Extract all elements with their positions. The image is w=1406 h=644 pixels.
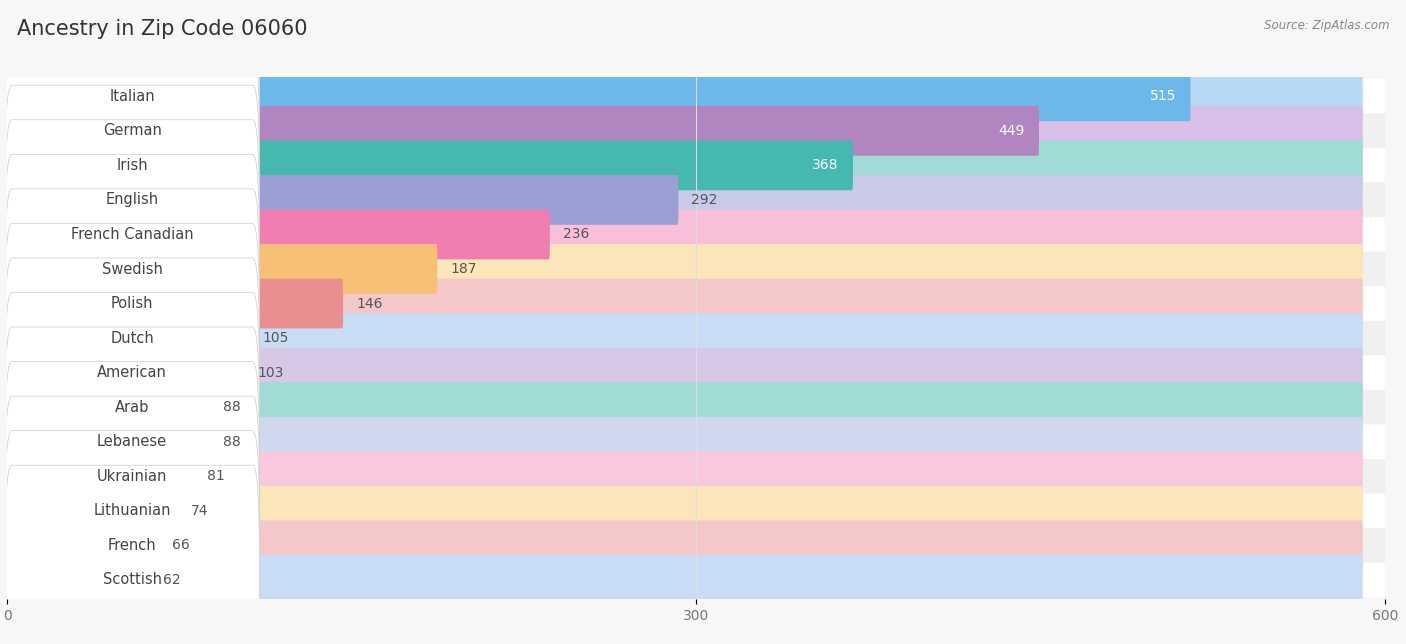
Text: French Canadian: French Canadian xyxy=(70,227,194,242)
Text: Ancestry in Zip Code 06060: Ancestry in Zip Code 06060 xyxy=(17,19,308,39)
Text: 81: 81 xyxy=(207,469,225,483)
FancyBboxPatch shape xyxy=(6,140,1362,190)
FancyBboxPatch shape xyxy=(4,361,260,591)
Text: Italian: Italian xyxy=(110,89,155,104)
Text: 449: 449 xyxy=(998,124,1025,138)
Text: 62: 62 xyxy=(163,573,181,587)
FancyBboxPatch shape xyxy=(4,51,260,280)
FancyBboxPatch shape xyxy=(6,71,1191,121)
FancyBboxPatch shape xyxy=(6,555,150,605)
Text: 103: 103 xyxy=(257,366,284,380)
FancyBboxPatch shape xyxy=(6,209,550,260)
FancyBboxPatch shape xyxy=(7,148,1385,183)
FancyBboxPatch shape xyxy=(7,287,1385,321)
FancyBboxPatch shape xyxy=(6,486,1362,536)
FancyBboxPatch shape xyxy=(4,396,260,625)
FancyBboxPatch shape xyxy=(4,223,260,453)
FancyBboxPatch shape xyxy=(6,348,245,397)
FancyBboxPatch shape xyxy=(4,258,260,488)
Text: Ukrainian: Ukrainian xyxy=(97,469,167,484)
FancyBboxPatch shape xyxy=(4,189,260,418)
FancyBboxPatch shape xyxy=(6,313,1362,363)
FancyBboxPatch shape xyxy=(7,459,1385,493)
FancyBboxPatch shape xyxy=(7,493,1385,528)
Text: American: American xyxy=(97,365,167,380)
FancyBboxPatch shape xyxy=(7,113,1385,148)
FancyBboxPatch shape xyxy=(6,520,1362,570)
Text: English: English xyxy=(105,193,159,207)
FancyBboxPatch shape xyxy=(6,348,1362,397)
FancyBboxPatch shape xyxy=(4,292,260,522)
Text: 74: 74 xyxy=(191,504,208,518)
Text: 236: 236 xyxy=(562,227,589,242)
FancyBboxPatch shape xyxy=(7,390,1385,424)
FancyBboxPatch shape xyxy=(4,155,260,384)
Text: Dutch: Dutch xyxy=(110,330,155,346)
Text: Arab: Arab xyxy=(115,400,149,415)
FancyBboxPatch shape xyxy=(7,355,1385,390)
FancyBboxPatch shape xyxy=(6,279,1362,328)
Text: 368: 368 xyxy=(811,158,838,173)
Text: German: German xyxy=(103,123,162,138)
Text: Irish: Irish xyxy=(117,158,148,173)
FancyBboxPatch shape xyxy=(7,217,1385,252)
FancyBboxPatch shape xyxy=(6,417,209,467)
Text: 88: 88 xyxy=(224,400,240,414)
FancyBboxPatch shape xyxy=(6,71,1362,121)
FancyBboxPatch shape xyxy=(6,417,1362,467)
FancyBboxPatch shape xyxy=(6,175,1362,225)
Text: Lithuanian: Lithuanian xyxy=(93,504,172,518)
FancyBboxPatch shape xyxy=(6,313,249,363)
FancyBboxPatch shape xyxy=(4,0,260,211)
Text: 515: 515 xyxy=(1150,90,1175,103)
Text: 66: 66 xyxy=(173,538,190,553)
Text: Lebanese: Lebanese xyxy=(97,434,167,450)
Text: 146: 146 xyxy=(356,296,382,310)
Text: 187: 187 xyxy=(450,262,477,276)
Text: 88: 88 xyxy=(224,435,240,449)
FancyBboxPatch shape xyxy=(6,244,437,294)
FancyBboxPatch shape xyxy=(4,16,260,245)
FancyBboxPatch shape xyxy=(7,424,1385,459)
Text: French: French xyxy=(108,538,156,553)
FancyBboxPatch shape xyxy=(6,383,209,432)
Text: Polish: Polish xyxy=(111,296,153,311)
FancyBboxPatch shape xyxy=(7,183,1385,217)
FancyBboxPatch shape xyxy=(7,321,1385,355)
FancyBboxPatch shape xyxy=(6,520,159,570)
FancyBboxPatch shape xyxy=(6,451,194,501)
FancyBboxPatch shape xyxy=(4,431,260,644)
FancyBboxPatch shape xyxy=(6,106,1039,156)
FancyBboxPatch shape xyxy=(6,383,1362,432)
FancyBboxPatch shape xyxy=(6,279,343,328)
FancyBboxPatch shape xyxy=(6,555,1362,605)
FancyBboxPatch shape xyxy=(4,327,260,556)
FancyBboxPatch shape xyxy=(6,486,177,536)
FancyBboxPatch shape xyxy=(7,528,1385,563)
FancyBboxPatch shape xyxy=(6,209,1362,260)
FancyBboxPatch shape xyxy=(4,85,260,315)
FancyBboxPatch shape xyxy=(6,140,853,190)
FancyBboxPatch shape xyxy=(6,451,1362,501)
FancyBboxPatch shape xyxy=(6,106,1362,156)
FancyBboxPatch shape xyxy=(7,252,1385,287)
Text: 105: 105 xyxy=(262,331,288,345)
FancyBboxPatch shape xyxy=(4,465,260,644)
Text: 292: 292 xyxy=(692,193,717,207)
Text: Swedish: Swedish xyxy=(101,261,163,276)
FancyBboxPatch shape xyxy=(6,175,679,225)
FancyBboxPatch shape xyxy=(7,563,1385,597)
FancyBboxPatch shape xyxy=(4,120,260,349)
FancyBboxPatch shape xyxy=(6,244,1362,294)
Text: Scottish: Scottish xyxy=(103,573,162,587)
Text: Source: ZipAtlas.com: Source: ZipAtlas.com xyxy=(1264,19,1389,32)
FancyBboxPatch shape xyxy=(7,79,1385,113)
